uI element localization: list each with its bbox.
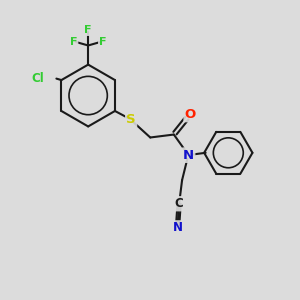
Text: N: N (173, 221, 183, 234)
Text: N: N (183, 149, 194, 162)
Text: S: S (126, 113, 136, 126)
Text: Cl: Cl (31, 72, 44, 85)
Text: F: F (70, 37, 77, 47)
Text: F: F (99, 37, 106, 47)
Text: O: O (185, 108, 196, 121)
Text: C: C (175, 197, 184, 210)
Text: F: F (84, 25, 92, 35)
